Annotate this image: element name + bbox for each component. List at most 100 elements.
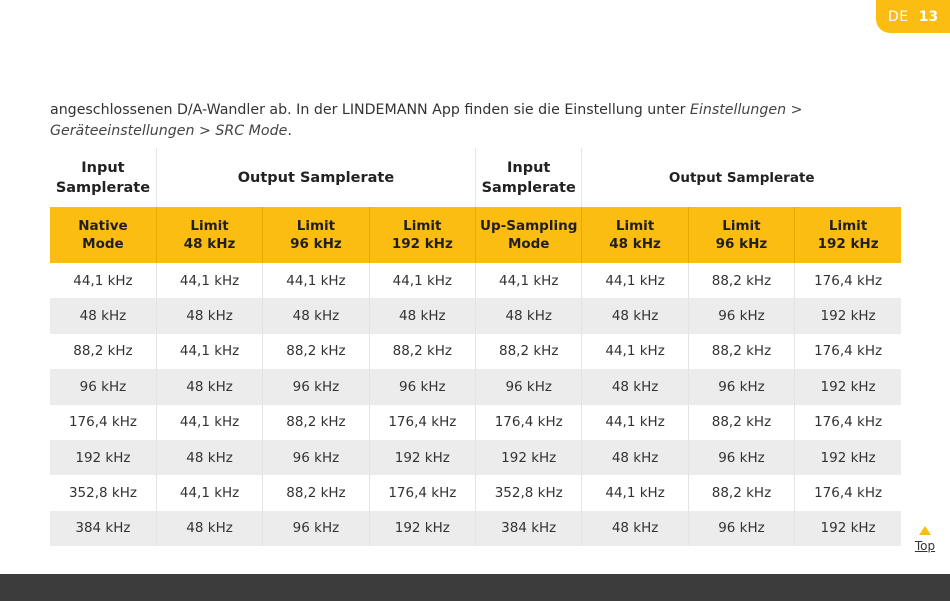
table-cell: 88,2 kHz (50, 333, 157, 370)
intro-paragraph: angeschlossenen D/A-Wandler ab. In der L… (50, 100, 902, 142)
table-cell: 384 kHz (50, 510, 157, 547)
table-cell: 192 kHz (794, 510, 902, 547)
table-cell: 192 kHz (369, 439, 477, 476)
mode-header-line: 96 kHz (715, 236, 768, 252)
mode-header-line: Limit (615, 218, 655, 234)
table-cell: 48 kHz (156, 510, 264, 547)
table-row: 48 kHz 48 kHz 48 kHz 48 kHz 48 kHz 48 kHz 96 k… (50, 298, 902, 334)
table-cell: 48 kHz (475, 298, 583, 334)
header-line: Input (81, 159, 125, 176)
mode-header-cell: Limit 96 kHz (262, 207, 370, 263)
table-cell: 44,1 kHz (369, 263, 477, 299)
table-cell: 96 kHz (688, 439, 796, 476)
mode-header-line: 192 kHz (817, 236, 879, 252)
table-cell: 44,1 kHz (156, 475, 264, 511)
table-cell: 176,4 kHz (794, 404, 902, 440)
table-cell: 44,1 kHz (156, 333, 264, 370)
header-line: Samplerate (481, 179, 576, 196)
table-cell: 176,4 kHz (50, 404, 157, 440)
mode-header-line: 192 kHz (391, 236, 453, 252)
mode-header-line: Limit (403, 218, 442, 234)
mode-header-cell: Limit 48 kHz (581, 207, 689, 263)
mode-header-line: Limit (296, 218, 336, 234)
mode-header-line: Mode (82, 236, 124, 252)
table-cell: 192 kHz (794, 369, 902, 405)
input-samplerate-header: Input Samplerate (50, 148, 157, 207)
table-cell: 48 kHz (369, 298, 477, 334)
table-cell: 48 kHz (581, 510, 689, 547)
language-label: DE (887, 8, 909, 25)
table-cell: 96 kHz (262, 510, 370, 547)
triangle-up-icon (919, 526, 931, 535)
table-cell: 192 kHz (794, 298, 902, 334)
samplerate-table: Input Samplerate Output Samplerate Input… (50, 148, 902, 547)
table-row: 44,1 kHz 44,1 kHz 44,1 kHz 44,1 kHz 44,1 kHz… (50, 263, 902, 299)
table-cell: 88,2 kHz (475, 333, 583, 370)
table-cell: 44,1 kHz (156, 404, 264, 440)
table-cell: 88,2 kHz (262, 475, 370, 511)
table-cell: 96 kHz (369, 369, 477, 405)
table-cell: 48 kHz (156, 369, 264, 405)
table-cell: 96 kHz (475, 369, 583, 405)
table-cell: 48 kHz (581, 369, 689, 405)
table-cell: 176,4 kHz (369, 404, 477, 440)
mode-header-line: Mode (507, 236, 550, 252)
output-samplerate-header: Output Samplerate (156, 148, 477, 207)
table-cell: 384 kHz (475, 510, 583, 547)
output-samplerate-header: Output Samplerate (581, 148, 902, 207)
back-to-top-link[interactable]: Top (913, 526, 937, 553)
table-row: 88,2 kHz 44,1 kHz 88,2 kHz 88,2 kHz 88,2 kHz… (50, 333, 902, 370)
intro-text: angeschlossenen D/A-Wandler ab. In der L… (50, 102, 690, 118)
table-cell: 352,8 kHz (475, 475, 583, 511)
table-cell: 88,2 kHz (688, 333, 796, 370)
table-header-row: Input Samplerate Output Samplerate Input… (50, 148, 902, 207)
header-line: Samplerate (55, 179, 151, 196)
table-cell: 88,2 kHz (688, 263, 796, 299)
table-cell: 48 kHz (581, 298, 689, 334)
mode-header-line: Up-Sampling (480, 218, 578, 234)
mode-header-line: Limit (722, 218, 761, 234)
table-cell: 192 kHz (794, 439, 902, 476)
mode-header-cell: Up-Sampling Mode (475, 207, 583, 263)
table-cell: 88,2 kHz (369, 333, 477, 370)
table-cell: 96 kHz (688, 510, 796, 547)
table-cell: 96 kHz (50, 369, 157, 405)
settings-path: Einstellungen > Geräteeinstellungen > SR… (50, 102, 803, 139)
table-cell: 88,2 kHz (688, 475, 796, 511)
header-line: Input (507, 159, 551, 176)
mode-header-cell: Limit 192 kHz (369, 207, 477, 263)
table-cell: 96 kHz (262, 369, 370, 405)
page-number: 13 (918, 8, 939, 25)
table-row: 96 kHz 48 kHz 96 kHz 96 kHz 96 kHz 48 kHz 96 k… (50, 369, 902, 405)
mode-header-row: Native Mode Limit 48 kHz Limit 96 kHz Limit 192… (50, 207, 902, 263)
table-row: 176,4 kHz 44,1 kHz 88,2 kHz 176,4 kHz 176,4 … (50, 404, 902, 440)
table-cell: 44,1 kHz (50, 263, 157, 299)
table-cell: 176,4 kHz (794, 333, 902, 370)
table-cell: 88,2 kHz (262, 333, 370, 370)
table-cell: 48 kHz (156, 439, 264, 476)
page-badge: DE 13 (876, 0, 950, 33)
mode-header-line: 48 kHz (183, 236, 236, 252)
table-cell: 352,8 kHz (50, 475, 157, 511)
table-row: 192 kHz 48 kHz 96 kHz 192 kHz 192 kHz 48 kHz 9… (50, 439, 902, 476)
table-cell: 44,1 kHz (262, 263, 370, 299)
table-cell: 192 kHz (475, 439, 583, 476)
mode-header-line: Native (78, 218, 128, 234)
mode-header-line: 96 kHz (290, 236, 342, 252)
table-cell: 96 kHz (688, 298, 796, 334)
table-cell: 176,4 kHz (369, 475, 477, 511)
mode-header-cell: Limit 192 kHz (794, 207, 902, 263)
mode-header-cell: Limit 48 kHz (156, 207, 264, 263)
input-samplerate-header: Input Samplerate (475, 148, 583, 207)
table-cell: 44,1 kHz (581, 333, 689, 370)
table-row: 384 kHz 48 kHz 96 kHz 192 kHz 384 kHz 48 kHz 9… (50, 510, 902, 547)
table-cell: 48 kHz (581, 439, 689, 476)
table-cell: 96 kHz (688, 369, 796, 405)
table-cell: 44,1 kHz (156, 263, 264, 299)
table-row: 352,8 kHz 44,1 kHz 88,2 kHz 176,4 kHz 352,8 … (50, 475, 902, 511)
table-cell: 44,1 kHz (581, 263, 689, 299)
table-cell: 88,2 kHz (262, 404, 370, 440)
table-cell: 96 kHz (262, 439, 370, 476)
mode-header-line: Limit (190, 218, 229, 234)
table-cell: 176,4 kHz (794, 475, 902, 511)
